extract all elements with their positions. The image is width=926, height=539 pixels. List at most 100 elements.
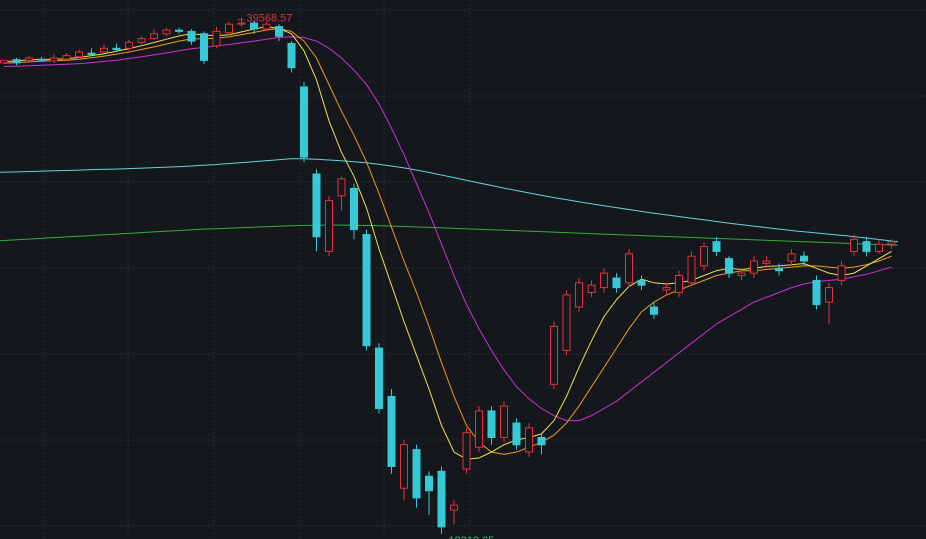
candle-body (237, 22, 246, 25)
candle (337, 176, 346, 211)
candle-body (412, 449, 421, 499)
candle-body (125, 41, 133, 49)
candle (237, 17, 246, 27)
candle-body (425, 475, 433, 492)
candle (75, 49, 83, 59)
candles (0, 17, 896, 534)
candle (875, 239, 883, 254)
candle (225, 21, 233, 36)
candle (325, 195, 333, 257)
candle-body (662, 287, 671, 291)
moving-average-lines (0, 26, 899, 460)
candle (450, 500, 458, 525)
candle (0, 59, 8, 70)
candle (625, 248, 633, 288)
candle-body (837, 265, 846, 281)
candle-body (312, 173, 321, 238)
candle-body (700, 246, 708, 267)
candle-body (212, 30, 221, 47)
ma-line-cyan (0, 158, 899, 243)
candle (87, 48, 96, 57)
candle-body (650, 306, 658, 315)
candle (462, 427, 471, 474)
candle-body (275, 26, 283, 37)
candle-body (337, 178, 346, 197)
candle (637, 275, 646, 291)
candle-body (462, 432, 471, 470)
candle-body (375, 347, 383, 410)
candle-body (50, 57, 58, 62)
candle-body (62, 55, 71, 60)
candle-body (575, 282, 583, 308)
candle-body (450, 504, 458, 511)
candle-body (712, 241, 721, 252)
candle (737, 268, 746, 281)
candle (150, 29, 158, 40)
candle (837, 261, 846, 286)
candle-body (262, 23, 271, 30)
candle (100, 44, 108, 54)
candle-body (12, 59, 21, 64)
candle-body (287, 43, 296, 69)
candle (537, 432, 546, 455)
candle-body (500, 405, 508, 439)
candle (700, 241, 708, 271)
candle-body (687, 255, 696, 284)
candle-body (775, 267, 783, 272)
candle (500, 401, 508, 443)
candle-body (162, 29, 171, 35)
candle (550, 321, 558, 390)
candle (687, 251, 696, 286)
candle (375, 343, 383, 414)
candle (425, 471, 433, 515)
candle-body (600, 272, 608, 289)
candle (250, 20, 258, 34)
candle-body (750, 260, 758, 274)
ma-line-yellow (3, 26, 892, 460)
candle-body (175, 29, 183, 32)
candle-body (787, 253, 796, 262)
candle (175, 27, 183, 34)
candle (212, 26, 221, 49)
candle (350, 183, 358, 240)
candle (275, 24, 283, 42)
candle-body (475, 410, 483, 448)
candle-body (675, 275, 683, 293)
candle (812, 275, 821, 310)
high-price-label: ←39568.57 (236, 13, 293, 25)
candle (262, 21, 271, 32)
candle (475, 406, 483, 452)
candle (37, 56, 46, 62)
candle-body (437, 470, 446, 528)
candle-body (362, 234, 371, 347)
candle-body (587, 284, 596, 294)
candle (562, 290, 571, 356)
candle (12, 58, 21, 66)
candle (400, 439, 408, 501)
candle-body (300, 86, 308, 158)
candle (662, 282, 671, 295)
candle-body (400, 444, 408, 489)
candle-body (250, 22, 258, 30)
candle-body (825, 287, 833, 303)
candle-body (762, 260, 771, 264)
ma-line-orange (3, 27, 892, 455)
candle-body (150, 33, 158, 40)
candle (525, 422, 533, 457)
candle-body (725, 258, 733, 274)
candle-body (537, 437, 546, 446)
candle-body (812, 279, 821, 306)
candle (300, 82, 308, 162)
candle (512, 418, 521, 450)
candle (862, 236, 871, 257)
candle-body (350, 188, 358, 231)
candle-body (75, 51, 83, 58)
candle-body (25, 57, 33, 61)
candle (50, 54, 58, 63)
candle-body (387, 395, 396, 467)
candle-body (512, 422, 521, 446)
candle (612, 273, 621, 293)
candle (412, 444, 421, 508)
